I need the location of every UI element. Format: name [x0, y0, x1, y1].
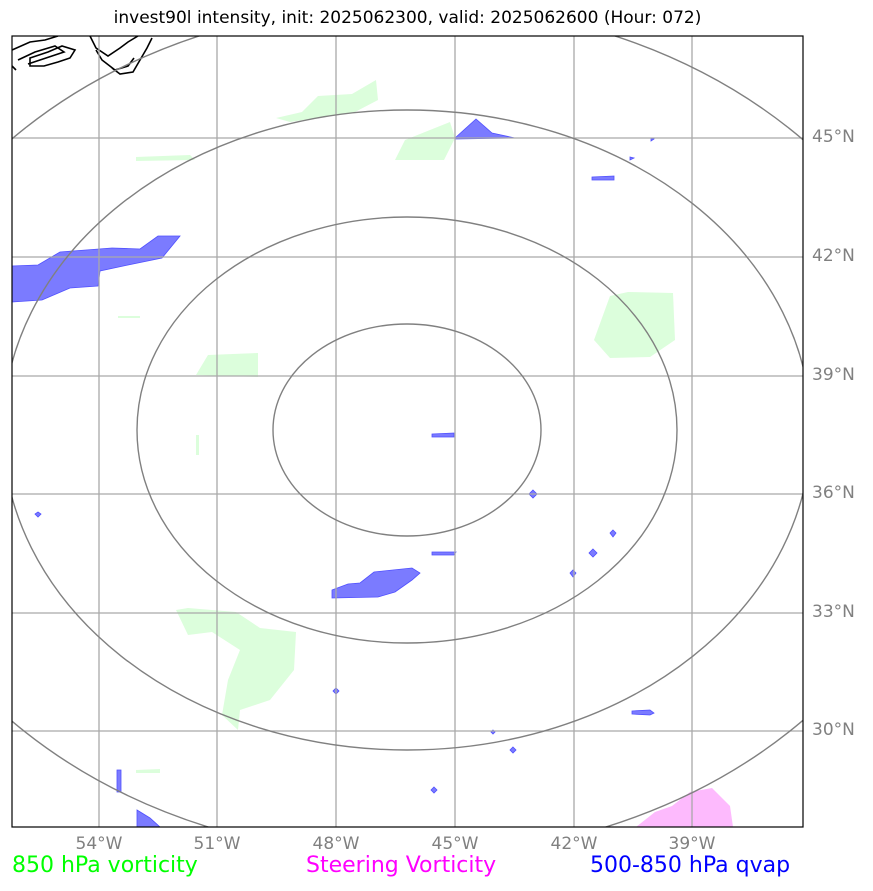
distance-rings	[12, 36, 803, 827]
lon-label-51w: 51°W	[193, 834, 241, 854]
lon-label-54w: 54°W	[75, 834, 123, 854]
lon-label-45w: 45°W	[431, 834, 479, 854]
graticule	[12, 36, 803, 827]
lat-label-30n: 30°N	[812, 720, 855, 740]
lon-label-39w: 39°W	[668, 834, 716, 854]
coastline	[12, 36, 153, 75]
legend-qvap: 500-850 hPa qvap	[590, 853, 791, 878]
lat-label-36n: 36°N	[812, 483, 855, 503]
vort850-shading	[118, 80, 675, 773]
lon-label-42w: 42°W	[550, 834, 598, 854]
steering-vorticity-shading	[636, 788, 733, 827]
legend-vort850: 850 hPa vorticity	[12, 853, 198, 878]
legend-steering: Steering Vorticity	[306, 853, 497, 878]
chart-title: invest90l intensity, init: 2025062300, v…	[113, 8, 702, 28]
lat-label-45n: 45°N	[812, 127, 855, 147]
plot-frame	[11, 35, 804, 828]
lat-label-33n: 33°N	[812, 602, 855, 622]
lon-label-48w: 48°W	[312, 834, 360, 854]
lat-label-42n: 42°N	[812, 246, 855, 266]
lat-label-39n: 39°N	[812, 365, 855, 385]
